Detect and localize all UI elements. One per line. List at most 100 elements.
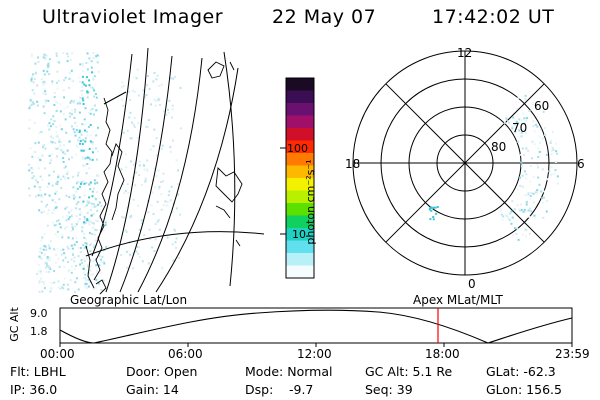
colorbar-band [286,178,314,192]
emission-speck [77,255,80,258]
emission-speck [36,84,39,87]
emission-speck [78,129,81,132]
emission-speck [70,69,73,72]
emission-speck [157,169,160,172]
emission-speck [84,84,87,87]
emission-speck [47,182,50,185]
emission-speck [49,268,52,270]
emission-speck [89,134,92,137]
emission-speck [138,255,141,258]
emission-speck [523,117,526,120]
emission-speck [82,200,85,203]
emission-speck [92,187,95,190]
emission-speck [135,250,138,253]
emission-speck [96,181,99,184]
emission-speck [63,166,66,169]
emission-speck [73,99,76,102]
emission-speck [44,266,47,269]
emission-speck [48,266,51,269]
emission-speck [97,282,100,285]
emission-speck [523,128,525,131]
emission-speck [72,101,75,104]
emission-speck [31,167,34,170]
date-label: 22 May 07 [272,6,377,28]
emission-speck [91,259,94,262]
emission-speck [177,169,179,172]
emission-speck [98,284,101,287]
emission-speck [54,141,57,144]
emission-speck [97,150,99,153]
emission-speck [45,261,48,264]
emission-speck [85,62,88,64]
emission-speck [82,180,85,183]
emission-speck [84,242,87,245]
colorbar-gradient [286,78,314,279]
emission-speck [30,55,33,58]
altitude-axis-title: GC Alt [7,307,21,342]
emission-speck [33,78,36,80]
emission-speck [77,174,79,177]
emission-speck [522,233,525,236]
emission-speck [53,91,56,94]
filter-info: Flt: LBHL [10,364,66,379]
emission-speck [92,71,95,74]
emission-speck [146,125,149,128]
emission-speck [71,247,74,250]
dsp-info-value: -9.7 [289,382,314,397]
emission-speck [44,244,46,247]
emission-speck [538,150,541,153]
emission-speck [436,206,439,208]
emission-speck [527,193,530,196]
emission-speck [28,127,31,130]
mlt-label-6: 6 [577,157,585,171]
emission-speck [137,204,139,207]
emission-speck [83,216,86,218]
colorbar: photon cm⁻²s⁻¹ [280,77,317,279]
emission-speck [508,218,511,221]
colorbar-band [286,128,314,142]
emission-speck [132,267,135,270]
emission-speck [539,141,541,144]
emission-speck [81,64,84,67]
emission-speck [33,185,36,188]
emission-speck [28,187,31,190]
emission-speck [48,247,51,250]
emission-speck [98,201,101,204]
emission-speck [524,123,527,126]
emission-speck [138,246,140,248]
emission-speck [95,191,98,194]
emission-speck [160,83,163,86]
emission-speck [65,226,68,228]
emission-speck [93,95,96,98]
emission-speck [135,171,138,174]
emission-speck [70,113,73,116]
emission-speck [60,128,63,131]
emission-speck [73,243,76,246]
emission-speck [84,277,87,280]
emission-speck [95,270,98,273]
emission-speck [39,189,42,192]
emission-speck [49,240,52,243]
emission-speck [67,261,69,263]
emission-speck [43,56,46,59]
emission-speck [46,264,48,267]
emission-speck [31,171,34,174]
emission-speck [148,87,151,90]
emission-speck [47,66,50,69]
emission-speck [528,198,531,201]
emission-speck [87,278,90,281]
emission-speck [44,193,47,196]
emission-speck [536,163,539,166]
emission-speck [543,127,546,129]
emission-speck [63,144,65,147]
emission-speck [532,102,534,105]
emission-speck [146,169,149,172]
emission-speck [67,177,70,180]
emission-speck [121,81,124,84]
emission-speck [91,148,94,151]
emission-speck [55,190,58,193]
emission-speck [56,155,59,157]
emission-speck [91,202,94,205]
emission-speck [66,60,69,63]
emission-speck [57,280,60,283]
